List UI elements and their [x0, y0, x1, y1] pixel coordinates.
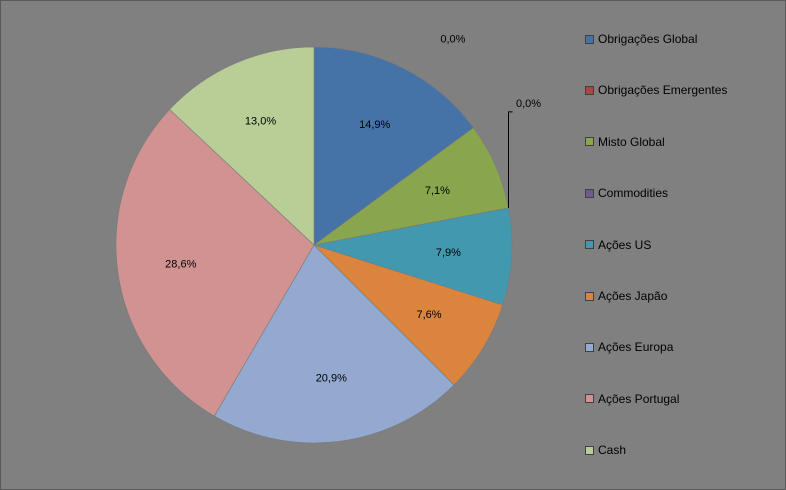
data-label-acoes-us: 7,9%: [436, 247, 461, 259]
pie-slice-acoes-japao: [313, 244, 504, 386]
legend-swatch: [585, 394, 594, 404]
legend-item-acoes-portugal: Ações Portugal: [585, 391, 679, 407]
legend-label: Cash: [598, 443, 627, 458]
legend-label: Commodities: [598, 186, 669, 201]
legend-swatch: [585, 445, 594, 455]
data-label-misto-global: 7,1%: [425, 185, 450, 197]
legend-item-commodities: Commodities: [585, 185, 668, 201]
legend-item-obrigacoes-global: Obrigações Global: [585, 31, 697, 47]
data-label-acoes-europa: 20,9%: [316, 373, 347, 385]
legend-item-obrigacoes-emergentes: Obrigações Emergentes: [585, 82, 727, 98]
leader-line-commodities: [507, 111, 513, 208]
legend-label: Obrigações Global: [598, 32, 698, 46]
pie-slice-cash: [169, 46, 315, 246]
legend-swatch: [585, 188, 594, 198]
legend-swatch: [585, 137, 594, 147]
legend-label: Ações Europa: [598, 340, 674, 355]
data-label-obrigacoes-emergentes: 0,0%: [440, 34, 465, 46]
legend-swatch: [585, 291, 594, 301]
legend-label: Ações Japão: [598, 289, 668, 303]
data-label-acoes-japao: 7,6%: [416, 309, 441, 321]
legend-item-misto-global: Misto Global: [585, 134, 665, 150]
pie-slice-acoes-us: [313, 207, 513, 306]
legend-item-acoes-us: Ações US: [585, 237, 651, 253]
data-label-obrigacoes-global: 14,9%: [359, 119, 390, 131]
legend-item-acoes-japao: Ações Japão: [585, 288, 667, 304]
legend-label: Ações US: [598, 237, 652, 252]
legend-label: Obrigações Emergentes: [598, 83, 728, 98]
pie-slice-obrigacoes-global: [313, 46, 474, 246]
legend-label: Misto Global: [598, 134, 665, 149]
legend-label: Ações Portugal: [598, 391, 680, 406]
legend-swatch: [585, 34, 594, 44]
data-label-commodities: 0,0%: [516, 98, 541, 110]
legend-swatch: [585, 240, 594, 250]
legend-item-acoes-europa: Ações Europa: [585, 339, 673, 355]
pie-slice-acoes-portugal: [115, 109, 315, 417]
legend-swatch: [585, 85, 594, 95]
legend-item-cash: Cash: [585, 442, 626, 458]
legend-swatch: [585, 342, 594, 352]
data-label-cash: 13,0%: [245, 115, 276, 127]
data-label-acoes-portugal: 28,6%: [165, 258, 196, 270]
pie-slice-acoes-europa: [213, 244, 455, 444]
